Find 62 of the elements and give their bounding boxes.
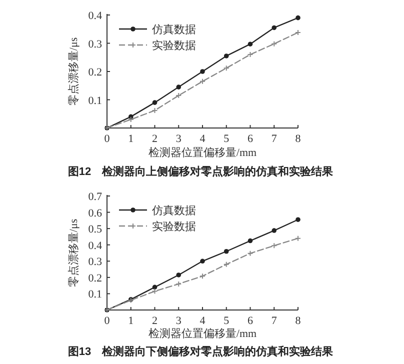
y-tick-label: 0.6 bbox=[88, 207, 102, 220]
x-axis-title: 检测器位置偏移量/mm bbox=[148, 147, 258, 159]
y-tick-label: 0.4 bbox=[88, 240, 102, 252]
point bbox=[272, 25, 277, 30]
x-tick-label: 0 bbox=[104, 315, 110, 327]
y-tick-label: 0.2 bbox=[88, 272, 102, 284]
x-tick-label: 3 bbox=[176, 315, 182, 327]
point bbox=[200, 69, 205, 74]
point bbox=[248, 238, 253, 244]
point bbox=[296, 15, 300, 20]
caption: 图12 检测器向上侧偏移对零点影响的仿真和实验结果 bbox=[68, 165, 334, 178]
x-tick-label: 3 bbox=[176, 133, 182, 145]
x-tick-label: 6 bbox=[248, 315, 254, 327]
point bbox=[152, 288, 158, 294]
y-tick-label: 0.3 bbox=[88, 38, 102, 50]
x-tick-label: 2 bbox=[152, 133, 158, 145]
x-tick-label: 7 bbox=[271, 315, 278, 327]
caption: 图13 检测器向下侧偏移对零点影响的仿真和实验结果 bbox=[68, 345, 334, 358]
point bbox=[295, 235, 301, 242]
x-axis-title: 检测器位置偏移量/mm bbox=[148, 328, 258, 340]
x-tick-label: 1 bbox=[128, 133, 134, 145]
y-axis-title: 零点漂移量/μs bbox=[67, 37, 80, 106]
legend-label: 仿真数据 bbox=[151, 23, 196, 36]
x-tick-label: 5 bbox=[224, 133, 230, 145]
point bbox=[200, 258, 205, 264]
point bbox=[272, 228, 277, 233]
point bbox=[224, 248, 229, 254]
point bbox=[224, 54, 229, 58]
point bbox=[247, 250, 254, 256]
legend-label: 仿真数据 bbox=[151, 204, 196, 217]
x-tick-label: 6 bbox=[248, 133, 254, 145]
point bbox=[271, 242, 278, 249]
legend-label: 实验数据 bbox=[152, 39, 196, 52]
x-tick-label: 2 bbox=[152, 315, 158, 327]
point bbox=[271, 40, 278, 47]
x-tick-label: 8 bbox=[295, 133, 302, 145]
point bbox=[200, 273, 206, 280]
x-tick-label: 5 bbox=[224, 315, 230, 327]
x-tick-label: 4 bbox=[200, 315, 206, 327]
point bbox=[248, 42, 253, 46]
point bbox=[152, 100, 158, 105]
y-tick-label: 0.1 bbox=[88, 94, 102, 107]
point bbox=[176, 272, 182, 278]
x-tick-label: 4 bbox=[200, 133, 206, 145]
legend-label: 实验数据 bbox=[152, 220, 196, 233]
x-tick-label: 0 bbox=[104, 133, 110, 145]
point bbox=[223, 65, 230, 72]
point bbox=[296, 217, 300, 222]
point bbox=[200, 78, 206, 84]
point bbox=[152, 284, 158, 290]
y-tick-label: 0.5 bbox=[88, 224, 102, 236]
y-tick-label: 0.3 bbox=[88, 256, 102, 268]
x-tick-label: 7 bbox=[271, 133, 278, 145]
point bbox=[176, 84, 182, 90]
y-tick-label: 0.4 bbox=[88, 10, 102, 22]
y-tick-label: 0.2 bbox=[88, 66, 102, 78]
y-tick-label: 0.7 bbox=[88, 191, 102, 203]
y-tick-label: 0.1 bbox=[88, 288, 102, 301]
x-tick-label: 1 bbox=[128, 315, 134, 327]
point bbox=[223, 261, 230, 268]
y-axis-title: 零点漂移量/μs bbox=[67, 218, 80, 288]
x-tick-label: 8 bbox=[295, 315, 302, 327]
